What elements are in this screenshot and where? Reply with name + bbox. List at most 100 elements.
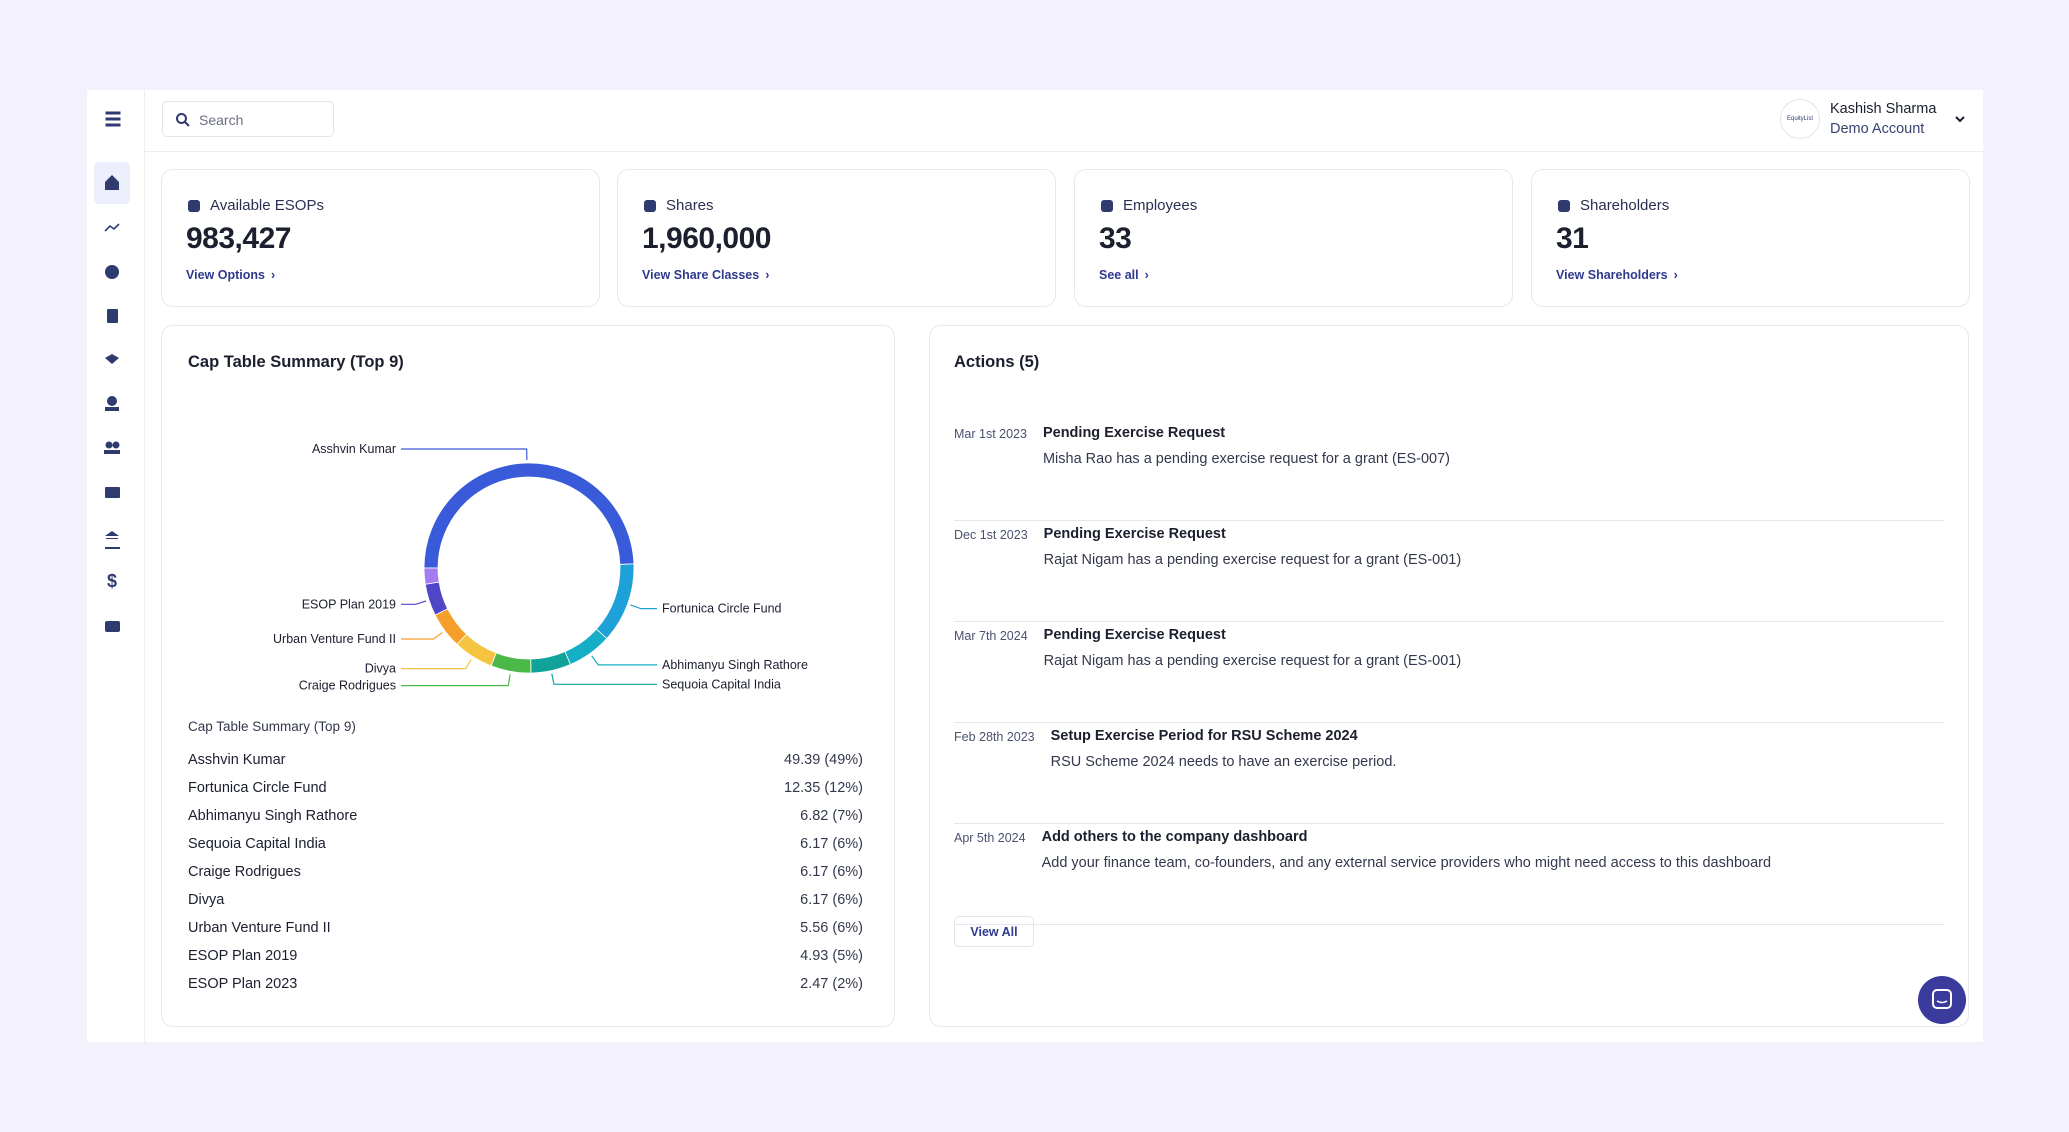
holder-value: 5.56 (6%)	[800, 920, 863, 936]
cap-table-title: Cap Table Summary (Top 9)	[188, 353, 404, 371]
company-logo: EquityList	[1780, 99, 1820, 139]
action-body: Add others to the company dashboard Add y…	[1042, 824, 1771, 924]
action-description: Rajat Nigam has a pending exercise reque…	[1043, 552, 1462, 568]
list-title: Cap Table Summary (Top 9)	[188, 719, 356, 734]
holder-name: Sequoia Capital India	[188, 836, 326, 852]
action-description: Rajat Nigam has a pending exercise reque…	[1043, 653, 1462, 669]
action-date: Feb 28th 2023	[954, 730, 1035, 744]
action-item[interactable]: Apr 5th 2024 Add others to the company da…	[954, 824, 1944, 925]
account-name: Demo Account	[1830, 121, 1925, 137]
nav-bank[interactable]	[105, 531, 120, 549]
cap-row: Craige Rodrigues 6.17 (6%)	[188, 864, 863, 880]
action-body: Setup Exercise Period for RSU Scheme 202…	[1051, 723, 1397, 823]
action-item[interactable]: Mar 1st 2023 Pending Exercise Request Mish…	[954, 420, 1944, 521]
leader-line	[401, 631, 443, 640]
holder-name: Asshvin Kumar	[188, 752, 286, 768]
cap-row: Asshvin Kumar 49.39 (49%)	[188, 752, 863, 768]
cap-row: Fortunica Circle Fund 12.35 (12%)	[188, 780, 863, 796]
nav-pie[interactable]	[105, 265, 119, 279]
user-name[interactable]: Kashish Sharma	[1830, 101, 1937, 117]
nav-deals[interactable]	[105, 354, 119, 364]
stat-card: Employees 33 See all ›	[1074, 169, 1513, 307]
search-box[interactable]: Search	[162, 101, 334, 137]
actions-card: Actions (5) Mar 1st 2023 Pending Exercise…	[929, 325, 1969, 1027]
stat-card: Shareholders 31 View Shareholders ›	[1531, 169, 1970, 307]
nav-gallery[interactable]	[105, 487, 120, 498]
stat-icon-shape	[1558, 200, 1570, 212]
stat-link[interactable]: View Shareholders ›	[1556, 268, 1678, 282]
holder-value: 6.17 (6%)	[800, 892, 863, 908]
stat-link[interactable]: View Options ›	[186, 268, 276, 282]
stat-icon	[1558, 200, 1570, 212]
nav-docs[interactable]	[107, 309, 118, 323]
search-icon	[176, 113, 190, 127]
stat-card: Shares 1,960,000 View Share Classes ›	[617, 169, 1056, 307]
action-date: Dec 1st 2023	[954, 528, 1028, 542]
holder-name: Abhimanyu Singh Rathore	[188, 808, 358, 824]
donut-segment	[490, 652, 532, 674]
action-title: Setup Exercise Period for RSU Scheme 202…	[1050, 728, 1358, 744]
holder-name: ESOP Plan 2019	[188, 948, 298, 964]
stat-value: 983,427	[186, 222, 291, 255]
donut-label: Divya	[365, 662, 396, 676]
holder-value: 2.47 (2%)	[800, 976, 863, 992]
stat-value: 31	[1556, 222, 1589, 255]
cap-row: ESOP Plan 2023 2.47 (2%)	[188, 976, 863, 992]
donut-label: Fortunica Circle Fund	[662, 602, 782, 616]
action-date: Mar 1st 2023	[954, 427, 1027, 441]
action-date: Mar 7th 2024	[954, 629, 1028, 643]
stat-link[interactable]: See all ›	[1099, 268, 1149, 282]
sidebar: $	[87, 90, 145, 1042]
holder-name: Divya	[188, 892, 225, 908]
nav-briefcase[interactable]	[105, 621, 120, 632]
top-bar	[145, 90, 1983, 152]
action-date: Apr 5th 2024	[954, 831, 1026, 845]
holder-value: 6.82 (7%)	[800, 808, 863, 824]
donut-segment	[434, 608, 468, 645]
account-dropdown[interactable]	[1953, 112, 1967, 126]
chat-button[interactable]	[1918, 976, 1966, 1024]
holder-value: 49.39 (49%)	[784, 752, 863, 768]
donut-label: Abhimanyu Singh Rathore	[662, 658, 808, 672]
action-item[interactable]: Feb 28th 2023 Setup Exercise Period for R…	[954, 723, 1944, 824]
nav-team[interactable]	[105, 441, 113, 449]
holder-value: 4.93 (5%)	[800, 948, 863, 964]
stat-label: Employees	[1123, 197, 1198, 214]
action-item[interactable]: Dec 1st 2023 Pending Exercise Request Raja…	[954, 521, 1944, 622]
cap-row: Abhimanyu Singh Rathore 6.82 (7%)	[188, 808, 863, 824]
home-icon	[105, 175, 119, 190]
holder-value: 6.17 (6%)	[800, 864, 863, 880]
nav-people[interactable]	[107, 396, 117, 406]
leader-line	[591, 655, 657, 666]
chevron: ›	[1144, 268, 1149, 282]
sidebar-icons: $	[94, 111, 130, 632]
donut-segment	[530, 651, 571, 674]
action-title: Pending Exercise Request	[1042, 425, 1226, 441]
stat-value: 33	[1099, 222, 1132, 255]
stat-link[interactable]: View Share Classes ›	[642, 268, 770, 282]
nav-analytics[interactable]	[104, 223, 120, 232]
nav-dollar-icon[interactable]: $	[107, 571, 117, 591]
holder-name: Craige Rodrigues	[188, 864, 301, 880]
view-all-button[interactable]: View All	[954, 916, 1034, 947]
donut-segment	[595, 563, 635, 640]
stat-card: Available ESOPs 983,427 View Options ›	[161, 169, 600, 307]
donut-segment	[423, 462, 635, 569]
stat-icon-shape	[1101, 200, 1113, 212]
stat-icon	[644, 200, 656, 212]
holder-name: Urban Venture Fund II	[188, 920, 331, 936]
holder-value: 6.17 (6%)	[800, 836, 863, 852]
action-body: Pending Exercise Request Rajat Nigam has …	[1044, 622, 1462, 722]
donut-label: Asshvin Kumar	[312, 442, 396, 456]
chevron: ›	[765, 268, 770, 282]
menu-icon[interactable]	[105, 111, 121, 115]
action-body: Pending Exercise Request Misha Rao has a …	[1043, 420, 1450, 520]
action-body: Pending Exercise Request Rajat Nigam has …	[1044, 521, 1462, 621]
action-description: Misha Rao has a pending exercise request…	[1042, 451, 1450, 467]
donut-chart: Asshvin Kumar Fortunica Circle Fund Abhima…	[273, 442, 808, 693]
donut-label: ESOP Plan 2019	[302, 597, 396, 611]
action-title: Add others to the company dashboard	[1041, 829, 1308, 845]
stat-label: Shares	[666, 197, 714, 214]
action-item[interactable]: Mar 7th 2024 Pending Exercise Request Raja…	[954, 622, 1944, 723]
